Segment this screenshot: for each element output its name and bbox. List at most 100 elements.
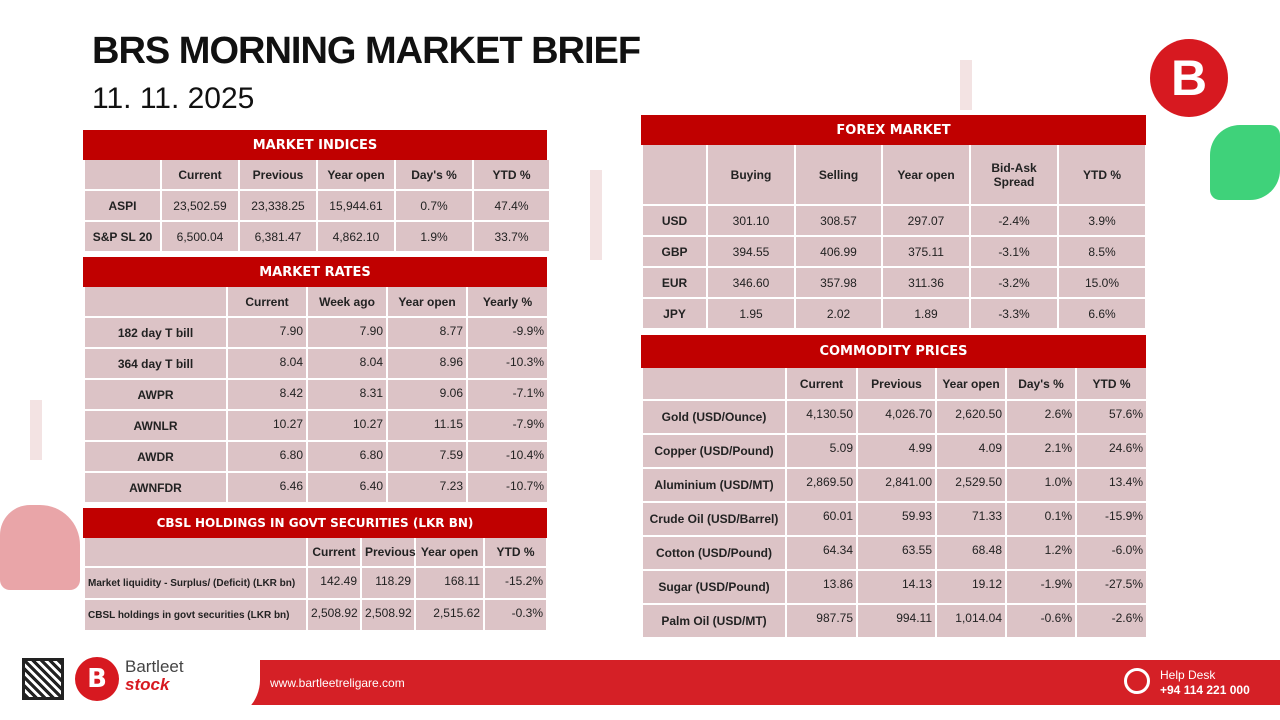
value-cell: 8.5% xyxy=(1059,237,1145,266)
value-cell: 23,502.59 xyxy=(162,191,238,220)
table-row: 364 day T bill 8.04 8.04 8.96 -10.3% xyxy=(85,349,547,378)
value-cell: 7.59 xyxy=(388,442,466,471)
value-cell: 4,130.50 xyxy=(787,401,856,433)
value-cell: 2.02 xyxy=(796,299,881,328)
row-label: Crude Oil (USD/Barrel) xyxy=(643,503,785,535)
value-cell: 2.6% xyxy=(1007,401,1075,433)
value-cell: -27.5% xyxy=(1077,571,1146,603)
market-rates-table: MARKET RATES Current Week ago Year open Year… xyxy=(83,257,547,504)
column-header: Current xyxy=(162,160,238,189)
value-cell: -6.0% xyxy=(1077,537,1146,569)
value-cell: 297.07 xyxy=(883,206,969,235)
column-header: Previous xyxy=(858,368,935,399)
row-label: Gold (USD/Ounce) xyxy=(643,401,785,433)
value-cell: 19.12 xyxy=(937,571,1005,603)
table-row: JPY 1.95 2.02 1.89 -3.3% 6.6% xyxy=(643,299,1145,328)
qr-code[interactable] xyxy=(22,658,64,700)
bull-decoration xyxy=(1210,125,1280,200)
column-header: YTD % xyxy=(485,538,546,566)
helpdesk-phone[interactable]: +94 114 221 000 xyxy=(1160,683,1250,697)
value-cell: 10.27 xyxy=(308,411,386,440)
row-label: Sugar (USD/Pound) xyxy=(643,571,785,603)
headset-icon xyxy=(1124,668,1150,694)
market-indices-table: MARKET INDICES Current Previous Year open Da… xyxy=(83,130,549,253)
value-cell: 60.01 xyxy=(787,503,856,535)
value-cell: -15.9% xyxy=(1077,503,1146,535)
value-cell: -2.4% xyxy=(971,206,1057,235)
table-row: AWDR 6.80 6.80 7.59 -10.4% xyxy=(85,442,547,471)
value-cell: -3.3% xyxy=(971,299,1057,328)
value-cell: 8.42 xyxy=(228,380,306,409)
value-cell: 7.90 xyxy=(308,318,386,347)
value-cell: 63.55 xyxy=(858,537,935,569)
column-header: Bid-Ask Spread xyxy=(971,145,1057,204)
value-cell: 33.7% xyxy=(474,222,549,251)
column-header: Year open xyxy=(388,287,466,316)
value-cell: -7.1% xyxy=(468,380,547,409)
value-cell: -1.9% xyxy=(1007,571,1075,603)
column-header: Yearly % xyxy=(468,287,547,316)
page-title: BRS MORNING MARKET BRIEF xyxy=(92,30,641,72)
value-cell: 2,508.92 xyxy=(308,600,360,630)
table-row: AWNFDR 6.46 6.40 7.23 -10.7% xyxy=(85,473,547,502)
value-cell: -0.6% xyxy=(1007,605,1075,637)
value-cell: 0.1% xyxy=(1007,503,1075,535)
row-label: Palm Oil (USD/MT) xyxy=(643,605,785,637)
column-header: Previous xyxy=(240,160,316,189)
value-cell: 10.27 xyxy=(228,411,306,440)
value-cell: 1.95 xyxy=(708,299,794,328)
table-row: 182 day T bill 7.90 7.90 8.77 -9.9% xyxy=(85,318,547,347)
website-link[interactable]: www.bartleetreligare.com xyxy=(270,676,405,690)
column-header xyxy=(85,160,160,189)
table-row: AWNLR 10.27 10.27 11.15 -7.9% xyxy=(85,411,547,440)
value-cell: 57.6% xyxy=(1077,401,1146,433)
value-cell: 1.9% xyxy=(396,222,472,251)
value-cell: 1,014.04 xyxy=(937,605,1005,637)
header-row: Current Week ago Year open Yearly % xyxy=(85,287,547,316)
table-row: Cotton (USD/Pound) 64.34 63.55 68.48 1.2% -6.… xyxy=(643,537,1146,569)
value-cell: 301.10 xyxy=(708,206,794,235)
value-cell: 6.46 xyxy=(228,473,306,502)
row-label: AWDR xyxy=(85,442,226,471)
header-row: Buying Selling Year open Bid-Ask Spread YTD … xyxy=(643,145,1145,204)
table-row: Sugar (USD/Pound) 13.86 14.13 19.12 -1.9% -27… xyxy=(643,571,1146,603)
value-cell: 357.98 xyxy=(796,268,881,297)
value-cell: 11.15 xyxy=(388,411,466,440)
value-cell: -15.2% xyxy=(485,568,546,598)
row-label: CBSL holdings in govt securities (LKR bn… xyxy=(85,600,306,630)
value-cell: 4.99 xyxy=(858,435,935,467)
column-header: Year open xyxy=(937,368,1005,399)
row-label: GBP xyxy=(643,237,706,266)
value-cell: 1.0% xyxy=(1007,469,1075,501)
value-cell: 6,381.47 xyxy=(240,222,316,251)
cbsl-holdings-table: CBSL HOLDINGS IN GOVT SECURITIES (LKR BN… xyxy=(83,508,547,632)
value-cell: 23,338.25 xyxy=(240,191,316,220)
row-label: AWNLR xyxy=(85,411,226,440)
column-header: Day's % xyxy=(1007,368,1075,399)
table-row: AWPR 8.42 8.31 9.06 -7.1% xyxy=(85,380,547,409)
value-cell: 8.04 xyxy=(228,349,306,378)
table-row: ASPI 23,502.59 23,338.25 15,944.61 0.7% 47.4% xyxy=(85,191,549,220)
value-cell: 4,026.70 xyxy=(858,401,935,433)
column-header: Year open xyxy=(416,538,483,566)
column-header: Current xyxy=(787,368,856,399)
cbsl-holdings-title: CBSL HOLDINGS IN GOVT SECURITIES (LKR BN… xyxy=(83,508,547,538)
value-cell: 15.0% xyxy=(1059,268,1145,297)
value-cell: 2,515.62 xyxy=(416,600,483,630)
column-header xyxy=(85,287,226,316)
bear-decoration xyxy=(0,505,80,590)
row-label: Market liquidity - Surplus/ (Deficit) (L… xyxy=(85,568,306,598)
table-row: EUR 346.60 357.98 311.36 -3.2% 15.0% xyxy=(643,268,1145,297)
value-cell: 7.90 xyxy=(228,318,306,347)
value-cell: 118.29 xyxy=(362,568,414,598)
row-label: Cotton (USD/Pound) xyxy=(643,537,785,569)
value-cell: 71.33 xyxy=(937,503,1005,535)
value-cell: 68.48 xyxy=(937,537,1005,569)
row-label: JPY xyxy=(643,299,706,328)
value-cell: 14.13 xyxy=(858,571,935,603)
row-label: EUR xyxy=(643,268,706,297)
candlestick-decoration xyxy=(960,60,972,110)
table-row: Gold (USD/Ounce) 4,130.50 4,026.70 2,620.50… xyxy=(643,401,1146,433)
helpdesk-label: Help Desk xyxy=(1160,668,1216,682)
value-cell: 308.57 xyxy=(796,206,881,235)
